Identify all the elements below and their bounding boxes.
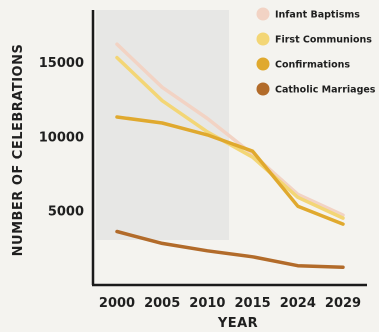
x-tick-label: 2005 [144, 296, 180, 311]
series-line-3 [115, 229, 345, 269]
y-tick-label: 5000 [48, 205, 84, 220]
series-line-0 [115, 42, 345, 217]
legend-label: Confirmations [275, 60, 350, 71]
x-tick-label: 2015 [235, 296, 271, 311]
x-tick-label: 2000 [99, 296, 135, 311]
legend-swatch [256, 7, 270, 21]
legend: Infant Baptisms First Communions Confirmat… [256, 7, 376, 96]
legend-swatch [256, 57, 270, 71]
x-tick-labels: 2000 2005 2010 2015 2024 2029 [99, 296, 361, 311]
y-tick-labels: 5000 10000 15000 [39, 56, 84, 220]
legend-label: Catholic Marriages [275, 85, 376, 96]
x-tick-label: 2024 [280, 296, 316, 311]
legend-label: First Communions [275, 35, 372, 46]
legend-swatch [256, 82, 270, 96]
y-axis-title: NUMBER OF CELEBRATIONS [11, 44, 26, 257]
legend-swatch [256, 32, 270, 46]
x-tick-label: 2029 [325, 296, 361, 311]
x-tick-label: 2010 [189, 296, 225, 311]
y-tick-label: 10000 [39, 130, 84, 145]
y-tick-label: 15000 [39, 56, 84, 71]
plot-layer [115, 42, 345, 269]
series-line-2 [115, 115, 345, 226]
plot-shade [96, 10, 229, 240]
legend-label: Infant Baptisms [275, 10, 360, 21]
x-axis-title: YEAR [217, 316, 258, 331]
